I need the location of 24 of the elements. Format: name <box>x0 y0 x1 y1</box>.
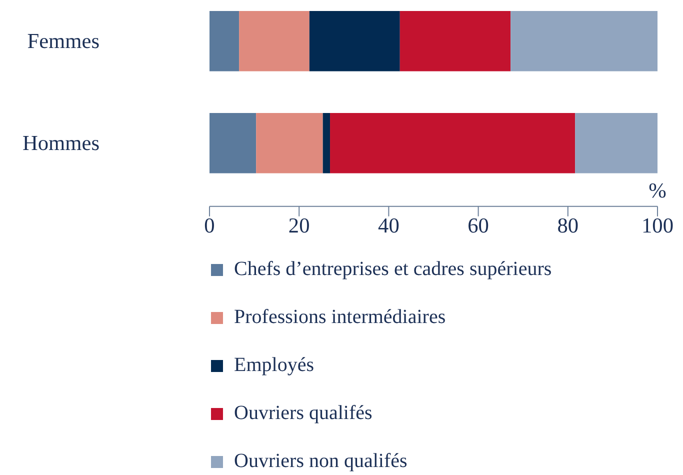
bar <box>400 11 511 72</box>
legend-label: Employés <box>234 354 314 377</box>
bar <box>510 11 658 72</box>
x-tick-label: 100 <box>642 213 674 238</box>
x-tick-label: 0 <box>204 213 215 238</box>
bar <box>322 113 330 174</box>
x-axis-title: % <box>648 178 667 202</box>
x-tick-label: 80 <box>557 213 579 238</box>
bar <box>256 113 323 174</box>
y-tick-label: Hommes <box>22 131 100 156</box>
y-tick-label: Femmes <box>27 29 100 54</box>
x-tick-label: 60 <box>468 213 489 238</box>
bar <box>575 113 658 174</box>
legend-label: Ouvriers qualifés <box>234 402 372 425</box>
bar <box>309 11 400 72</box>
x-tick-label: 40 <box>378 213 400 238</box>
bar <box>239 11 310 72</box>
legend-label: Ouvriers non qualifés <box>234 450 408 473</box>
bar <box>210 113 256 174</box>
legend-label: Professions intermédiaires <box>234 306 446 329</box>
bar <box>330 113 576 174</box>
x-tick-label: 20 <box>288 213 310 238</box>
bar <box>210 11 240 72</box>
legend-label: Chefs d’entreprises et cadres supérieurs <box>234 258 552 281</box>
